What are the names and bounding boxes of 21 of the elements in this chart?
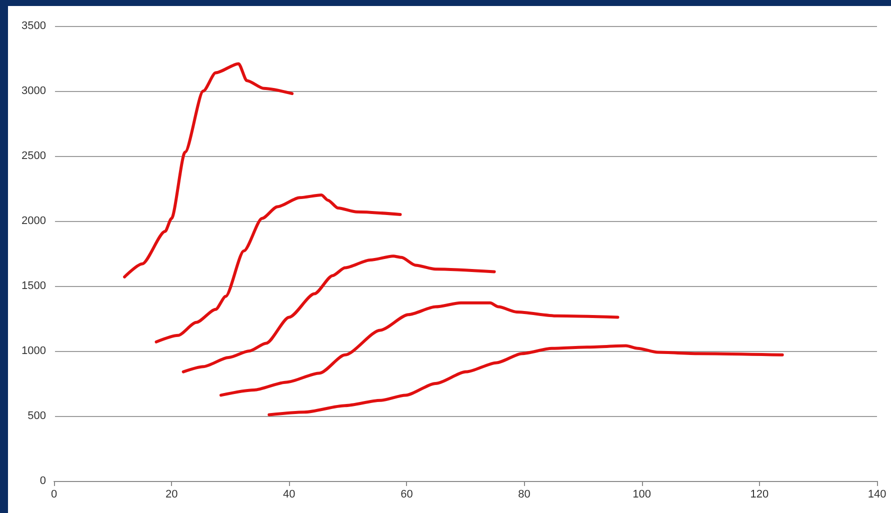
y-tick-label: 1500: [22, 280, 46, 292]
y-tick-label: 2500: [22, 150, 46, 162]
x-tick-label: 40: [283, 488, 296, 500]
x-tick-label: 140: [868, 488, 886, 500]
x-tick-label: 0: [50, 488, 58, 500]
x-tick-label: 60: [400, 488, 413, 500]
y-tick-label: 3000: [22, 85, 46, 97]
y-tick-label: 3500: [22, 20, 46, 32]
x-tick-label: 100: [632, 488, 652, 500]
y-tick-label: 0: [40, 475, 46, 487]
line-series: [154, 194, 402, 344]
y-tick-label: 1000: [22, 345, 46, 357]
y-tick-label: 2000: [22, 215, 46, 227]
line-series: [268, 344, 784, 416]
line-series: [219, 301, 620, 397]
x-tick-label: 20: [165, 488, 178, 500]
x-tick-label: 120: [750, 488, 769, 500]
y-tick-label: 500: [28, 410, 46, 422]
line-series: [123, 62, 294, 278]
line-series: [182, 254, 496, 374]
x-tick-label: 80: [518, 488, 530, 500]
